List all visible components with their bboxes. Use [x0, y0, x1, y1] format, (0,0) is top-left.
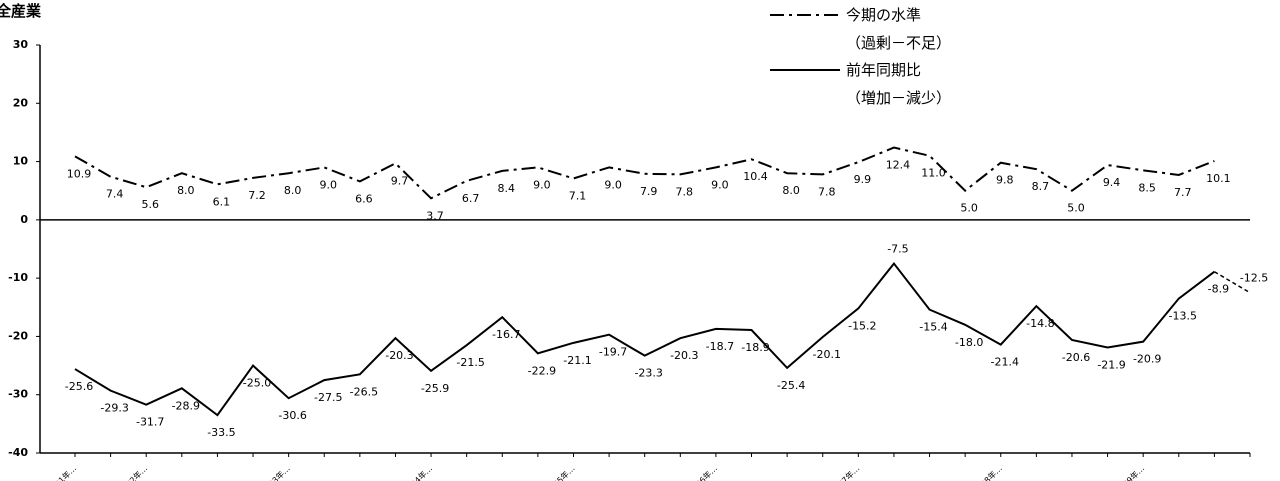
data-label: -19.7 [599, 346, 627, 359]
series-line [74, 261, 1215, 417]
data-label: 9.9 [854, 173, 872, 186]
x-tick-label: 21年… [53, 463, 79, 481]
data-label: -20.9 [1133, 353, 1161, 366]
data-label: -21.9 [1097, 359, 1125, 372]
x-tick-label: 27年… [836, 463, 862, 481]
data-label: -31.7 [136, 416, 164, 429]
data-label: 8.0 [177, 184, 195, 197]
data-label: 7.7 [1174, 186, 1192, 199]
data-label: -25.9 [421, 382, 449, 395]
data-label: -13.5 [1169, 310, 1197, 323]
data-label: 9.8 [996, 174, 1014, 187]
data-label: 7.8 [818, 185, 836, 198]
data-label: 12.4 [886, 159, 911, 172]
data-label: 9.0 [711, 178, 729, 191]
data-label: -25.6 [65, 380, 93, 393]
y-tick-label: -30 [8, 388, 28, 401]
data-label: 5.0 [960, 202, 978, 215]
data-label: -16.7 [492, 328, 520, 341]
data-label: -12.5 [1240, 272, 1268, 285]
data-label: -15.4 [919, 321, 947, 334]
legend-label: 今期の水準 （過剰－不足） [846, 6, 952, 52]
data-label: -20.3 [385, 349, 413, 362]
data-label: 8.0 [782, 184, 800, 197]
x-tick-label: 25年… [551, 463, 577, 481]
legend-label: 前年同期比 （増加－減少） [846, 61, 952, 107]
data-label: 9.0 [319, 178, 337, 191]
y-tick-label: 10 [13, 155, 29, 168]
data-label: 10.4 [743, 170, 768, 183]
data-label: 7.8 [676, 185, 694, 198]
data-label: -33.5 [207, 426, 235, 439]
data-label: -20.1 [812, 348, 840, 361]
data-label: 5.6 [141, 198, 159, 211]
data-label: -15.2 [848, 319, 876, 332]
data-label: 11.0 [921, 167, 946, 180]
data-label: 10.9 [67, 167, 92, 180]
data-label: -25.4 [777, 379, 805, 392]
data-label: -18.9 [741, 341, 769, 354]
chart-title: 全産業 [0, 2, 42, 20]
data-label: 8.4 [498, 182, 516, 195]
data-label: -26.5 [350, 385, 378, 398]
data-label: -29.3 [100, 402, 128, 415]
data-label: 8.7 [1032, 180, 1050, 193]
data-label: 8.0 [284, 184, 302, 197]
x-tick-label: 23年… [266, 463, 292, 481]
data-label: 7.9 [640, 185, 658, 198]
data-label: 7.1 [569, 189, 587, 202]
data-label: -27.5 [314, 391, 342, 404]
data-label: -21.1 [563, 354, 591, 367]
data-label: -21.4 [991, 356, 1019, 369]
y-tick-label: 20 [13, 96, 29, 109]
data-label: -20.6 [1062, 351, 1090, 364]
y-tick-label: -40 [8, 446, 28, 459]
data-label: 9.7 [391, 174, 409, 187]
x-tick-label: 26年… [694, 463, 720, 481]
data-label: -25.0 [243, 377, 271, 390]
data-label: -20.3 [670, 349, 698, 362]
data-label: 10.1 [1206, 172, 1231, 185]
data-label: -28.9 [172, 399, 200, 412]
series-line [74, 146, 1215, 200]
y-tick-label: 0 [20, 213, 28, 226]
data-label: 9.4 [1103, 176, 1121, 189]
data-label: -18.7 [706, 340, 734, 353]
y-tick-label: 30 [13, 38, 29, 51]
data-label: 6.1 [213, 195, 231, 208]
x-tick-label: 22年… [124, 463, 150, 481]
x-tick-label: 24年… [409, 463, 435, 481]
data-label: -21.5 [456, 356, 484, 369]
data-label: -22.9 [528, 364, 556, 377]
data-label: 7.2 [248, 189, 266, 202]
data-label: -23.3 [634, 367, 662, 380]
x-tick-label: 28年… [978, 463, 1004, 481]
y-tick-label: -20 [8, 329, 28, 342]
data-label: 7.4 [106, 188, 124, 201]
x-tick-label: 29年… [1121, 463, 1147, 481]
data-label: -30.6 [278, 409, 306, 422]
data-label: -8.9 [1208, 283, 1229, 296]
data-label: 6.6 [355, 192, 373, 205]
data-label: -14.8 [1026, 317, 1054, 330]
data-label: -7.5 [887, 243, 908, 256]
data-label: 6.7 [462, 192, 480, 205]
data-label: 9.0 [604, 178, 622, 191]
data-label: 8.5 [1138, 181, 1156, 194]
data-label: 9.0 [533, 178, 551, 191]
data-label: 5.0 [1067, 202, 1085, 215]
data-label: -18.0 [955, 336, 983, 349]
y-tick-label: -10 [8, 271, 28, 284]
data-label: 3.7 [426, 209, 444, 222]
